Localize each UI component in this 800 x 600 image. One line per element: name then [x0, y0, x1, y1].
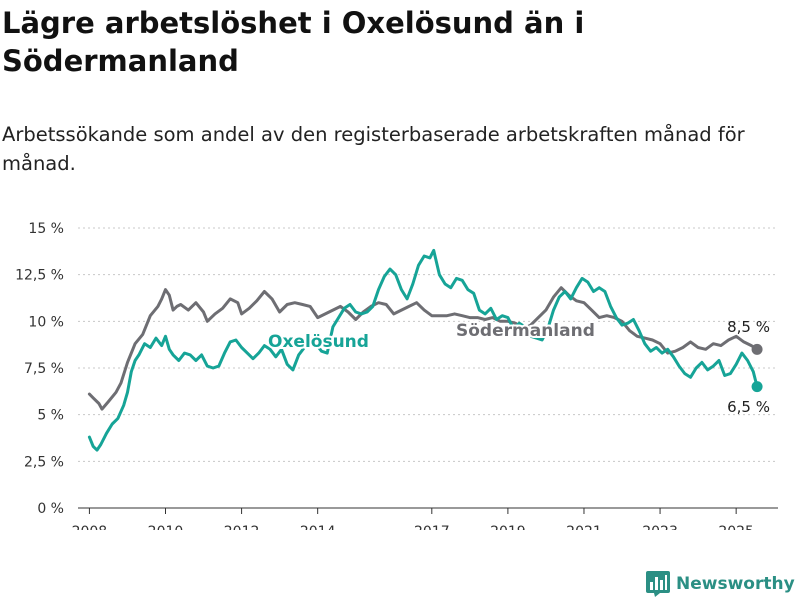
- end-marker-sodermanland: [751, 343, 763, 355]
- x-axis-labels: 2008 2010 2012 2014 2017 2019 2021 2023 2025: [72, 524, 754, 530]
- y-tick-label: 7,5 %: [24, 361, 64, 377]
- x-tick-label: 2021: [566, 524, 602, 530]
- end-label-sodermanland: 8,5 %: [727, 318, 770, 336]
- bar-chart-logo-icon: [646, 571, 670, 597]
- y-tick-label: 12,5 %: [15, 268, 64, 284]
- x-tick-label: 2012: [224, 524, 260, 530]
- y-tick-label: 2,5 %: [24, 454, 64, 470]
- y-tick-label: 10 %: [28, 314, 64, 330]
- end-label-oxelosund: 6,5 %: [727, 398, 770, 416]
- y-axis-labels: 0 % 2,5 % 5 % 7,5 % 10 % 12,5 % 15 %: [15, 221, 64, 517]
- chart-subtitle: Arbetssökande som andel av den registerb…: [2, 123, 745, 175]
- x-tick-label: 2010: [148, 524, 184, 530]
- y-tick-label: 5 %: [37, 408, 64, 424]
- x-tick-label: 2017: [414, 524, 450, 530]
- x-tick-label: 2014: [300, 524, 336, 530]
- x-tick-label: 2008: [72, 524, 108, 530]
- y-tick-label: 15 %: [28, 221, 64, 237]
- series-label-oxelosund: Oxelösund: [268, 332, 369, 352]
- brand-name: Newsworthy: [676, 574, 795, 594]
- x-tick-label: 2019: [490, 524, 526, 530]
- grid-lines: [78, 227, 778, 462]
- x-tick-label: 2023: [642, 524, 678, 530]
- series-label-sodermanland: Södermanland: [456, 321, 595, 341]
- end-markers: [751, 343, 763, 393]
- x-tick-label: 2025: [718, 524, 754, 530]
- page-title: Lägre arbetslöshet i Oxelösund än i Söde…: [2, 6, 585, 78]
- series-line-oxelosund: [87, 248, 759, 452]
- x-axis: [78, 507, 778, 514]
- line-chart: 0 %2,5 %5 %7,5 %10 %12,5 %15 % 200820102…: [15, 221, 778, 530]
- newsworthy-logo: Newsworthy: [646, 570, 795, 598]
- series-lines: [87, 248, 759, 452]
- end-marker-oxelosund: [751, 381, 763, 393]
- y-tick-label: 0 %: [37, 501, 64, 517]
- series-line-sodermanland: [87, 286, 759, 411]
